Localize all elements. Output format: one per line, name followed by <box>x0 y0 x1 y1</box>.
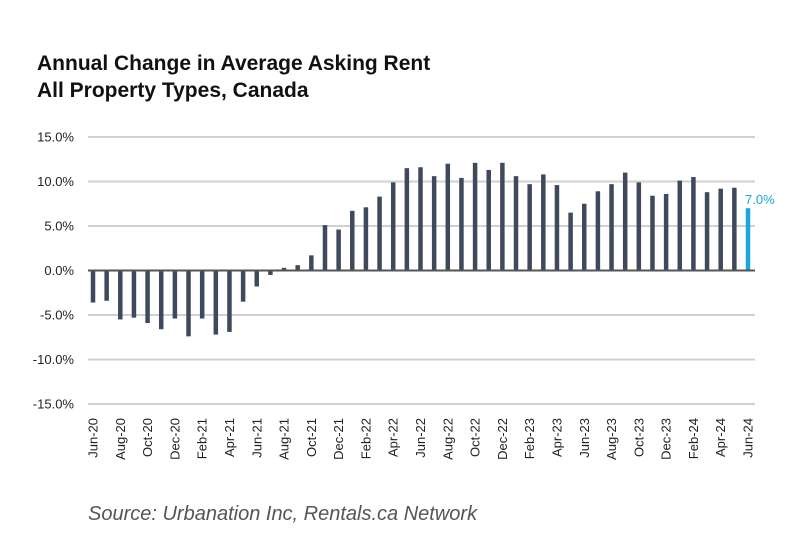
bar-jun-23 <box>582 203 587 271</box>
x-tick-label: Feb-23 <box>522 418 537 459</box>
y-tick-label: -15.0% <box>33 397 75 412</box>
x-tick-label: Jun-21 <box>249 418 264 458</box>
x-tick-label: Feb-21 <box>195 418 210 459</box>
bar-jun-22 <box>418 167 423 271</box>
bar-feb-22 <box>363 207 369 271</box>
bar-nov-21 <box>322 225 328 271</box>
bar-jul-21 <box>268 270 273 275</box>
bar-aug-22 <box>445 163 451 271</box>
bar-feb-21 <box>199 270 205 319</box>
bar-mar-22 <box>377 196 382 271</box>
bar-nov-22 <box>486 169 491 271</box>
x-tick-label: Dec-22 <box>495 418 510 460</box>
bar-nov-23 <box>650 195 655 271</box>
bar-jun-20 <box>90 270 96 303</box>
bar-mar-23 <box>541 174 546 271</box>
bar-dec-20 <box>172 270 178 319</box>
x-tick-label: Apr-23 <box>549 418 564 457</box>
bar-oct-21 <box>309 255 314 271</box>
bar-may-22 <box>404 168 410 271</box>
bar-nov-20 <box>158 270 164 330</box>
bar-aug-23 <box>609 184 614 271</box>
x-tick-label: Aug-21 <box>277 418 292 460</box>
bar-jul-22 <box>431 176 437 271</box>
x-tick-label: Dec-23 <box>659 418 674 460</box>
bar-jun-21 <box>254 270 259 287</box>
x-tick-label: Jun-23 <box>577 418 592 458</box>
chart-title-line-1: Annual Change in Average Asking Rent <box>37 52 431 75</box>
x-tick-label: Aug-22 <box>440 418 455 460</box>
bar-oct-23 <box>636 182 642 271</box>
x-tick-label: Aug-20 <box>113 418 128 460</box>
x-tick-label: Jun-20 <box>86 418 101 458</box>
chart-title-line-2: All Property Types, Canada <box>37 79 309 102</box>
bar-mar-21 <box>213 270 219 335</box>
bar-oct-22 <box>472 162 478 271</box>
bar-dec-22 <box>500 162 505 271</box>
bar-may-23 <box>568 212 573 271</box>
x-tick-label: Oct-22 <box>468 418 483 457</box>
y-tick-label: 15.0% <box>37 130 74 145</box>
x-tick-label: Dec-20 <box>167 418 182 460</box>
x-tick-label: Apr-22 <box>386 418 401 457</box>
bar-jun-24 <box>745 208 751 271</box>
x-tick-label: Oct-21 <box>304 418 319 457</box>
bar-jan-24 <box>677 180 683 271</box>
x-tick-label: Jun-22 <box>413 418 428 458</box>
bar-may-21 <box>240 270 246 302</box>
bar-sep-20 <box>131 270 137 318</box>
y-tick-label: -10.0% <box>33 352 75 367</box>
bar-feb-23 <box>527 184 532 271</box>
bar-jul-23 <box>595 191 601 271</box>
bar-apr-22 <box>390 182 396 271</box>
bar-may-24 <box>732 187 737 271</box>
bar-jan-22 <box>350 210 355 271</box>
bar-jul-20 <box>104 270 109 301</box>
bar-jan-23 <box>513 176 519 271</box>
bar-jan-21 <box>186 270 191 337</box>
x-tick-label: Feb-22 <box>358 418 373 459</box>
bar-mar-24 <box>704 192 710 271</box>
chart-title: Annual Change in Average Asking Rent All… <box>37 50 430 104</box>
source-note: Source: Urbanation Inc, Rentals.ca Netwo… <box>88 503 478 525</box>
bar-apr-21 <box>227 270 232 332</box>
bar-sep-22 <box>459 177 464 271</box>
x-tick-label: Oct-23 <box>631 418 646 457</box>
x-tick-label: Aug-23 <box>604 418 619 460</box>
bar-aug-20 <box>118 270 123 320</box>
bar-dec-21 <box>336 229 341 271</box>
y-tick-label: -5.0% <box>40 308 74 323</box>
bar-sep-23 <box>622 172 628 271</box>
x-tick-label: Apr-24 <box>713 418 728 457</box>
bar-sep-21 <box>295 265 300 271</box>
bar-oct-20 <box>145 270 150 324</box>
bar-aug-21 <box>281 267 287 271</box>
x-tick-label: Dec-21 <box>331 418 346 460</box>
y-tick-label: 5.0% <box>44 219 74 234</box>
bar-apr-24 <box>718 188 723 271</box>
data-label-last: 7.0% <box>745 192 775 207</box>
x-tick-label: Apr-21 <box>222 418 237 457</box>
bar-dec-23 <box>663 193 669 271</box>
y-tick-label: 0.0% <box>44 263 74 278</box>
x-tick-label: Oct-20 <box>140 418 155 457</box>
bar-apr-23 <box>554 185 560 271</box>
x-tick-label: Feb-24 <box>686 418 701 459</box>
bar-feb-24 <box>691 177 696 271</box>
x-tick-label: Jun-24 <box>741 418 756 458</box>
y-tick-label: 10.0% <box>37 174 74 189</box>
